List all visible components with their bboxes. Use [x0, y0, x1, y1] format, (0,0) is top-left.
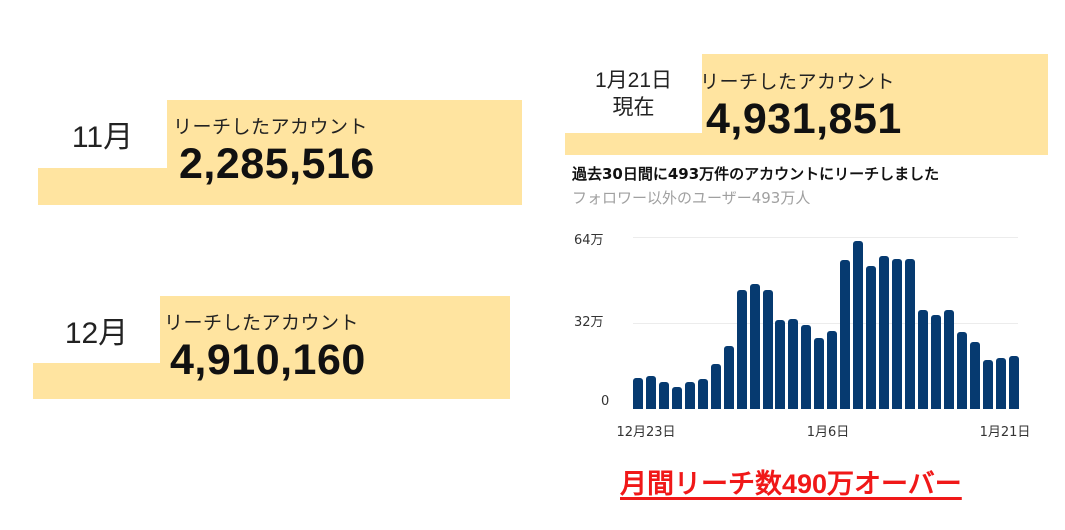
x-tick-start: 12月23日: [616, 425, 676, 440]
bar: [736, 289, 747, 409]
bar: [840, 259, 851, 409]
period-label: 1月21日 現在: [565, 54, 702, 133]
reach-card-november: 11月 リーチしたアカウント 2,285,516: [38, 100, 522, 205]
bar: [956, 331, 967, 409]
bar: [827, 331, 838, 409]
bar: [788, 318, 799, 409]
y-tick-0: 0: [601, 394, 610, 409]
bar: [866, 266, 877, 409]
reach-card-current: 1月21日 現在 リーチしたアカウント 4,931,851: [565, 54, 1048, 155]
bar: [892, 258, 902, 409]
bar: [658, 381, 669, 409]
bar: [943, 309, 954, 409]
bar: [749, 284, 760, 409]
bar: [904, 259, 915, 409]
bar: [930, 315, 941, 409]
chart-title: 過去30日間に493万件のアカウントにリーチしました: [572, 165, 940, 183]
bar: [762, 290, 773, 409]
bar: [969, 342, 980, 409]
bar: [775, 319, 786, 409]
bar: [684, 381, 695, 409]
reach-label: リーチしたアカウント: [700, 71, 896, 93]
reach-value: 2,285,516: [179, 140, 375, 188]
chart-subtitle: フォロワー以外のユーザー493万人: [572, 189, 811, 207]
reach-value: 4,910,160: [170, 336, 366, 384]
y-tick-32: 32万: [574, 315, 604, 330]
bar: [633, 378, 643, 409]
period-now: 現在: [612, 95, 655, 119]
bar: [801, 325, 812, 409]
bar-series: [633, 237, 1019, 409]
bar: [982, 359, 993, 409]
bar: [995, 357, 1006, 409]
x-tick-end: 1月21日: [979, 425, 1031, 440]
reach-label: リーチしたアカウント: [164, 312, 360, 334]
bar: [710, 364, 721, 409]
bar: [879, 255, 890, 409]
bar: [723, 346, 734, 409]
y-tick-64: 64万: [574, 233, 604, 248]
bar: [1008, 356, 1019, 409]
reach-label: リーチしたアカウント: [173, 116, 369, 138]
reach-value: 4,931,851: [706, 95, 902, 143]
headline-caption: 月間リーチ数490万オーバー: [620, 469, 962, 499]
x-tick-mid: 1月6日: [806, 425, 850, 440]
bar: [697, 379, 708, 409]
bar: [853, 240, 864, 409]
period-label: 11月: [38, 100, 167, 168]
bar: [917, 310, 928, 409]
gridline-32: [633, 323, 1018, 324]
bar-chart: [633, 237, 1019, 409]
period-date: 1月21日: [594, 68, 673, 92]
reach-card-december: 12月 リーチしたアカウント 4,910,160: [33, 296, 510, 399]
period-label: 12月: [33, 296, 160, 363]
gridline-64: [633, 237, 1018, 238]
bar: [814, 338, 825, 409]
bar: [671, 386, 682, 409]
bar: [645, 376, 656, 409]
